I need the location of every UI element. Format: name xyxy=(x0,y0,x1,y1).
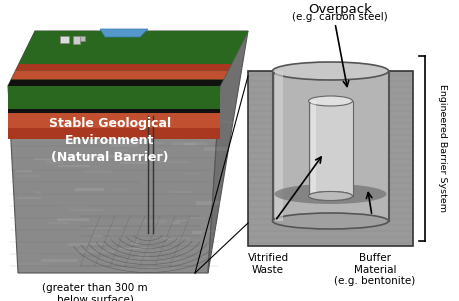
Bar xyxy=(59,116,78,120)
Polygon shape xyxy=(8,86,220,273)
Bar xyxy=(169,191,194,193)
Bar xyxy=(73,36,80,44)
Bar xyxy=(16,263,50,265)
Bar xyxy=(204,147,242,151)
Bar xyxy=(167,237,190,240)
Bar xyxy=(28,129,65,132)
Ellipse shape xyxy=(308,191,353,200)
Bar xyxy=(155,225,160,228)
Bar xyxy=(194,256,206,257)
Text: Vitrified
Waste: Vitrified Waste xyxy=(247,253,289,275)
Bar xyxy=(133,115,143,118)
Bar xyxy=(310,101,315,196)
Bar xyxy=(185,143,196,146)
Ellipse shape xyxy=(308,191,353,200)
Bar xyxy=(172,221,180,224)
Bar xyxy=(142,142,167,144)
Bar xyxy=(60,36,69,43)
Bar xyxy=(88,227,122,229)
Bar xyxy=(114,149,127,152)
Bar xyxy=(17,175,40,176)
Bar xyxy=(274,71,282,221)
Bar xyxy=(120,162,147,164)
Ellipse shape xyxy=(308,96,353,106)
Polygon shape xyxy=(8,128,220,139)
Ellipse shape xyxy=(273,213,388,229)
Bar xyxy=(80,155,116,159)
Bar xyxy=(132,241,139,245)
Bar xyxy=(75,188,104,191)
Text: (greater than 300 m
below surface): (greater than 300 m below surface) xyxy=(42,283,148,301)
Text: Stable Geological
Environment
(Natural Barrier): Stable Geological Environment (Natural B… xyxy=(49,117,171,165)
Bar xyxy=(34,158,66,160)
Bar xyxy=(60,206,91,207)
Bar xyxy=(12,254,40,255)
Bar xyxy=(14,119,48,121)
Bar xyxy=(273,71,388,221)
Bar xyxy=(202,230,225,232)
Polygon shape xyxy=(8,31,248,86)
Bar xyxy=(45,160,63,164)
Bar xyxy=(172,142,207,145)
Text: (e.g. carbon steel): (e.g. carbon steel) xyxy=(292,12,388,22)
Polygon shape xyxy=(100,29,148,37)
Bar xyxy=(177,220,189,221)
Bar xyxy=(95,143,130,144)
Bar xyxy=(121,123,151,126)
Bar xyxy=(118,248,151,249)
Bar xyxy=(141,181,150,183)
Bar xyxy=(183,173,199,174)
Polygon shape xyxy=(8,109,220,113)
Bar xyxy=(58,165,90,167)
Bar xyxy=(192,231,202,234)
Bar xyxy=(16,170,32,172)
Bar xyxy=(110,144,138,147)
Polygon shape xyxy=(8,79,224,86)
Bar xyxy=(68,243,106,246)
Bar xyxy=(132,247,148,249)
Polygon shape xyxy=(19,31,248,64)
Bar xyxy=(80,36,85,41)
Bar xyxy=(156,149,163,151)
Ellipse shape xyxy=(273,62,388,80)
Bar xyxy=(164,237,170,240)
Text: Buffer
Material
(e.g. bentonite): Buffer Material (e.g. bentonite) xyxy=(334,253,416,286)
Bar xyxy=(198,121,235,123)
Bar xyxy=(139,254,149,258)
Bar xyxy=(85,121,116,124)
Bar xyxy=(142,220,166,223)
Polygon shape xyxy=(16,64,231,71)
Bar xyxy=(34,191,40,194)
Polygon shape xyxy=(208,31,248,273)
Polygon shape xyxy=(11,71,228,79)
Bar xyxy=(248,71,413,246)
Bar xyxy=(188,217,206,219)
Bar xyxy=(47,222,70,224)
Bar xyxy=(69,209,104,211)
Text: Overpack: Overpack xyxy=(308,3,372,16)
Bar xyxy=(78,250,116,253)
Bar xyxy=(308,101,353,196)
Polygon shape xyxy=(8,113,220,128)
Bar xyxy=(84,170,111,173)
Bar xyxy=(196,201,235,205)
Polygon shape xyxy=(8,31,248,86)
Bar xyxy=(172,131,188,132)
Bar xyxy=(41,259,77,262)
Bar xyxy=(75,154,102,158)
Ellipse shape xyxy=(274,184,386,204)
Bar xyxy=(17,197,41,199)
Bar xyxy=(158,161,188,163)
Bar xyxy=(109,189,129,190)
Text: Engineered Barrier System: Engineered Barrier System xyxy=(438,85,448,213)
Polygon shape xyxy=(8,86,220,109)
Bar xyxy=(57,218,89,221)
Bar xyxy=(94,234,103,237)
Bar xyxy=(146,267,168,268)
